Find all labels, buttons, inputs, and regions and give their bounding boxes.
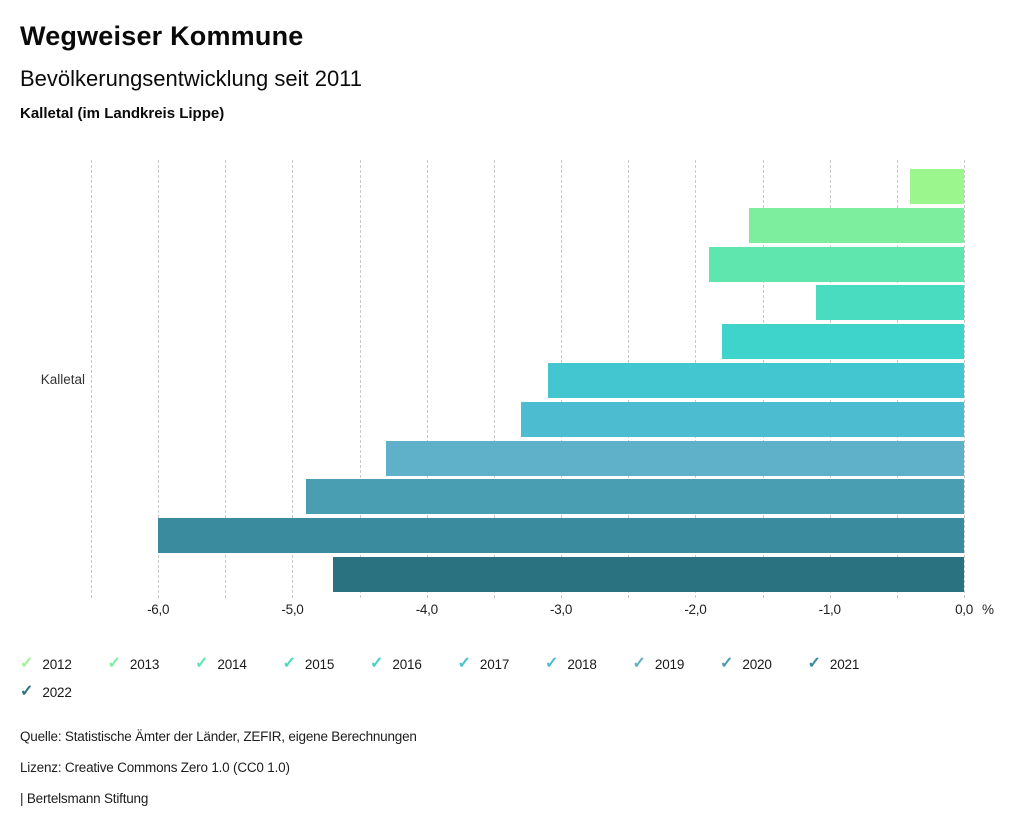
legend-item-2016[interactable]: ✓ 2016	[370, 656, 458, 672]
legend-item-2019[interactable]: ✓ 2019	[633, 656, 721, 672]
x-tick-label: -6,0	[147, 602, 170, 617]
legend-year-label: 2013	[129, 656, 160, 672]
legend-year-label: 2020	[742, 656, 772, 672]
bar-2016[interactable]	[722, 324, 964, 360]
legend-year-label: 2018	[567, 656, 597, 672]
x-tick-label: 0,0	[955, 602, 973, 617]
legend-year-label: 2016	[392, 656, 422, 672]
legend-year-label: 2014	[217, 656, 247, 672]
bar-2019[interactable]	[386, 440, 964, 476]
gridline	[91, 160, 92, 598]
legend-item-2014[interactable]: ✓ 2014	[195, 656, 283, 672]
legend-item-2021[interactable]: ✓ 2021	[808, 656, 896, 672]
gridline	[292, 160, 294, 598]
bar-2021[interactable]	[158, 518, 964, 554]
checkmark-icon: ✓	[20, 683, 34, 700]
source-text: Quelle: Statistische Ämter der Länder, Z…	[20, 729, 417, 744]
legend-year-label: 2012	[42, 656, 72, 672]
checkmark-icon: ✓	[457, 655, 471, 672]
bar-2017[interactable]	[547, 363, 964, 398]
bar-2013[interactable]	[749, 207, 964, 243]
legend-row: ✓ 2022	[20, 684, 910, 700]
legend: ✓ 2012 ✓ 2013 ✓ 2014 ✓ 2015 ✓ 2016 ✓ 2017 ✓ 2018 ✓ 2019…	[20, 656, 910, 712]
x-tick-label: -3,0	[550, 602, 573, 617]
bar-2015[interactable]	[816, 285, 964, 321]
gridline	[158, 160, 160, 598]
bar-2018[interactable]	[520, 401, 964, 437]
gridline	[426, 160, 428, 598]
legend-item-2020[interactable]: ✓ 2020	[720, 656, 808, 672]
license-text: Lizenz: Creative Commons Zero 1.0 (CC0 1…	[20, 760, 290, 775]
chart-title: Bevölkerungsentwicklung seit 2011	[20, 66, 363, 91]
legend-item-2015[interactable]: ✓ 2015	[283, 656, 371, 672]
x-axis-unit-label: %	[982, 602, 995, 617]
page-title: Wegweiser Kommune	[20, 21, 304, 51]
legend-year-label: 2022	[42, 684, 72, 700]
checkmark-icon: ✓	[632, 655, 646, 672]
legend-year-label: 2019	[654, 656, 685, 672]
checkmark-icon: ✓	[195, 655, 209, 672]
checkmark-icon: ✓	[282, 655, 296, 672]
bar-2014[interactable]	[708, 246, 964, 282]
bar-2020[interactable]	[305, 479, 964, 515]
region-subtitle: Kalletal (im Landkreis Lippe)	[20, 105, 225, 122]
legend-row: ✓ 2012 ✓ 2013 ✓ 2014 ✓ 2015 ✓ 2016 ✓ 2017 ✓ 2018 ✓ 2019…	[20, 656, 910, 672]
checkmark-icon: ✓	[20, 655, 34, 672]
legend-year-label: 2017	[479, 656, 510, 672]
bar-2022[interactable]	[332, 557, 964, 592]
x-tick-label: -2,0	[684, 602, 707, 617]
x-tick-label: -1,0	[818, 602, 841, 617]
legend-item-2017[interactable]: ✓ 2017	[458, 656, 546, 672]
x-tick-label: -4,0	[415, 602, 438, 617]
legend-item-2022[interactable]: ✓ 2022	[20, 684, 108, 700]
gridline	[964, 160, 965, 598]
legend-item-2013[interactable]: ✓ 2013	[108, 656, 196, 672]
legend-item-2012[interactable]: ✓ 2012	[20, 656, 108, 672]
attribution-text: | Bertelsmann Stiftung	[20, 791, 149, 806]
legend-year-label: 2021	[829, 656, 860, 672]
gridline	[493, 160, 495, 598]
y-category-label: Kalletal	[40, 372, 85, 387]
bar-2012[interactable]	[910, 169, 964, 204]
x-tick-label: -5,0	[281, 602, 304, 617]
legend-item-2018[interactable]: ✓ 2018	[545, 656, 633, 672]
gridline	[225, 160, 227, 598]
checkmark-icon: ✓	[545, 655, 559, 672]
checkmark-icon: ✓	[107, 655, 121, 672]
checkmark-icon: ✓	[807, 655, 821, 672]
legend-year-label: 2015	[304, 656, 335, 672]
gridline	[359, 160, 361, 598]
checkmark-icon: ✓	[370, 655, 384, 672]
checkmark-icon: ✓	[720, 655, 734, 672]
